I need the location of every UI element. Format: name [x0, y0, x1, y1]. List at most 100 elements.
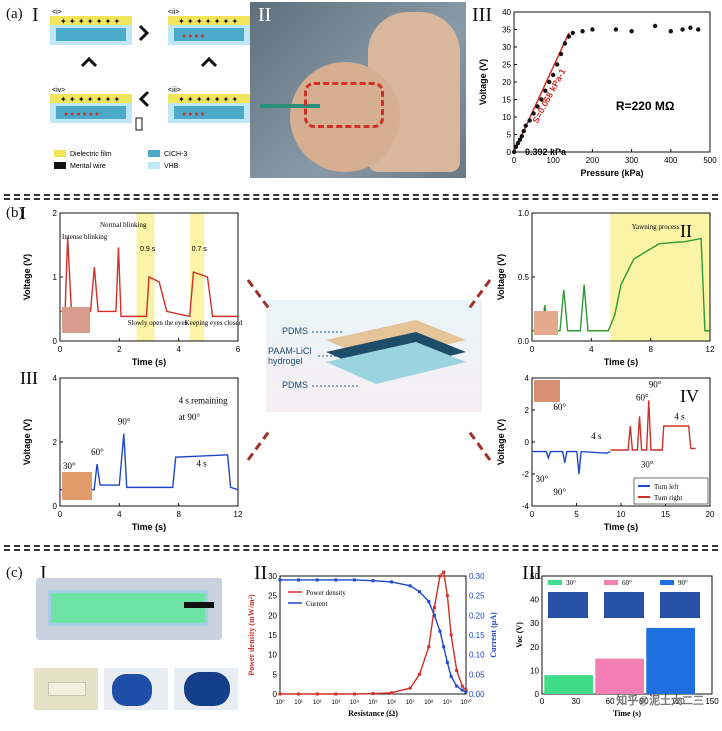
y-tick-label: 50 [530, 572, 539, 581]
hand-photo [548, 592, 588, 618]
cell-ii: ✦ ✦ ✦ ✦ ✦ ✦ ✦ ● ● ● ● [168, 16, 259, 53]
data-point [523, 123, 528, 128]
data-point [580, 29, 585, 34]
left-axis-label: Power density (mW/m²) [247, 594, 256, 676]
head-photo [534, 380, 560, 402]
sensor-on-finger-photo [250, 2, 466, 178]
svg-text:● ● ● ●: ● ● ● ● [182, 111, 205, 118]
data-point [570, 30, 575, 36]
data-point [688, 25, 693, 30]
legend-swatch [660, 580, 674, 585]
cycle-arrows [80, 24, 218, 108]
highlight-0.9s [136, 213, 155, 341]
harvester-device-render [36, 578, 222, 640]
annot-right-4s: 4 s [674, 412, 685, 422]
device-layer-diagram: PDMS PAAM-LiCl hydrogel PDMS [266, 300, 482, 412]
voc-angle-chart: 0 30 60 90 120 150 0 10 20 30 40 50 Time (s) Voc (V) 3… [515, 572, 719, 718]
right-tick-label: 0.25 [469, 592, 485, 601]
svg-text:● ● ● ●: ● ● ● ● [182, 33, 205, 40]
legend-label: 60° [622, 579, 632, 587]
highlight-yawn [610, 213, 710, 341]
x-tick-label: 10⁹ [443, 699, 453, 706]
annot-remaining-2: at 90° [179, 412, 201, 422]
current-point [442, 645, 446, 649]
svg-text:✦ ✦ ✦ ✦ ✦ ✦ ✦: ✦ ✦ ✦ ✦ ✦ ✦ ✦ [60, 17, 121, 26]
current-line [280, 579, 467, 693]
layer-label-pdms-bottom: PDMS [282, 380, 309, 390]
x-axis-label: Time (s) [132, 522, 166, 532]
y-axis-label: Voltage (V) [22, 419, 32, 465]
annot-4s: 4 s [196, 458, 207, 468]
y-tick-label: 10 [502, 113, 511, 122]
turn-left-signal [532, 450, 611, 475]
y-tick-label: 0.5 [518, 273, 530, 282]
power-point [297, 692, 301, 696]
device-photo-2 [104, 668, 168, 710]
data-point [652, 23, 658, 29]
y-tick-label: 1.0 [518, 209, 530, 218]
x-tick-label: 4 [589, 345, 594, 354]
x-tick-label: 12 [234, 510, 243, 519]
data-point [515, 141, 521, 146]
cell-iv: ✦ ✦ ✦ ✦ ✦ ✦ ✦ ● ● ● ● ● ● [50, 94, 143, 131]
x-tick-label: 10⁴ [350, 699, 360, 706]
data-point [554, 62, 560, 67]
panel-a-sub-II: II [258, 4, 272, 26]
x-tick-label: 10⁸ [424, 699, 434, 706]
right-tick-label: 0.00 [469, 690, 485, 699]
svg-text:✦ ✦ ✦ ✦ ✦ ✦ ✦: ✦ ✦ ✦ ✦ ✦ ✦ ✦ [60, 95, 121, 104]
legend-label: Power density [306, 589, 346, 597]
current-point [432, 613, 436, 617]
bar-90° [646, 627, 695, 694]
y-tick-label: 0 [525, 438, 530, 447]
annot-remaining-1: 4 s remaining [179, 396, 228, 406]
power-point [445, 594, 449, 598]
svg-text:✦ ✦ ✦ ✦ ✦ ✦ ✦: ✦ ✦ ✦ ✦ ✦ ✦ ✦ [178, 95, 239, 104]
annot-left-90: 90° [553, 487, 566, 497]
data-point [531, 111, 536, 116]
x-axis-label: Time (s) [604, 357, 638, 367]
current-point [445, 661, 449, 665]
power-point [438, 574, 442, 578]
x-tick-label: 0 [512, 156, 517, 165]
layer-label-hydrogel: PAAM-LiCl hydrogel [268, 346, 312, 366]
y-tick-label: 0 [53, 337, 58, 346]
x-tick-label: 8 [176, 510, 181, 519]
y-tick-label: 30 [530, 619, 539, 628]
chart-numeral: III [20, 370, 38, 388]
x-tick-label: 8 [648, 345, 653, 354]
connector-lines [246, 279, 492, 461]
right-tick-label: 0.05 [469, 670, 485, 679]
left-tick-label: 15 [268, 631, 277, 640]
left-tick-label: 25 [268, 592, 277, 601]
legend-cich: CICH-3 [164, 151, 187, 158]
hand-photo [604, 592, 644, 618]
data-point [535, 104, 540, 109]
data-point [562, 41, 568, 46]
svg-text:✦ ✦ ✦ ✦ ✦ ✦ ✦: ✦ ✦ ✦ ✦ ✦ ✦ ✦ [178, 17, 239, 26]
power-current-chart: 10⁰ 10¹ 10² 10³ 10⁴ 10⁵ 10⁶ 10⁷ 10⁸ 10⁹ 10¹⁰ 0 5 10 15… [247, 570, 498, 718]
y-tick-label: 40 [502, 8, 511, 17]
y-tick-label: 25 [502, 61, 511, 70]
annot-right-30: 30° [641, 460, 654, 470]
highlight-0.7s [189, 213, 205, 341]
current-point [455, 684, 459, 688]
x-tick-label: 10⁵ [368, 699, 378, 706]
bar-60° [595, 658, 644, 694]
device-photo-1 [34, 668, 98, 710]
right-tick-label: 0.15 [469, 631, 485, 640]
y-tick-label: 20 [502, 78, 511, 87]
y-tick-label: 5 [507, 131, 512, 140]
x-tick-label: 500 [703, 156, 717, 165]
legend-label: Turn left [654, 483, 678, 491]
threshold-annotation: 0.392 kPa [525, 147, 567, 157]
power-point [334, 692, 338, 696]
legend-dielectric: Dielectric film [70, 151, 112, 158]
x-axis-label: Pressure (kPa) [580, 168, 643, 178]
annot-0.9s: 0.9 s [140, 246, 156, 253]
current-point [278, 578, 282, 582]
x-tick-label: 120 [671, 697, 685, 706]
turn-right-signal [610, 400, 696, 451]
power-point [442, 570, 446, 574]
schematic-legend: Dielectric film CICH-3 Mental wire VHB [54, 150, 187, 170]
